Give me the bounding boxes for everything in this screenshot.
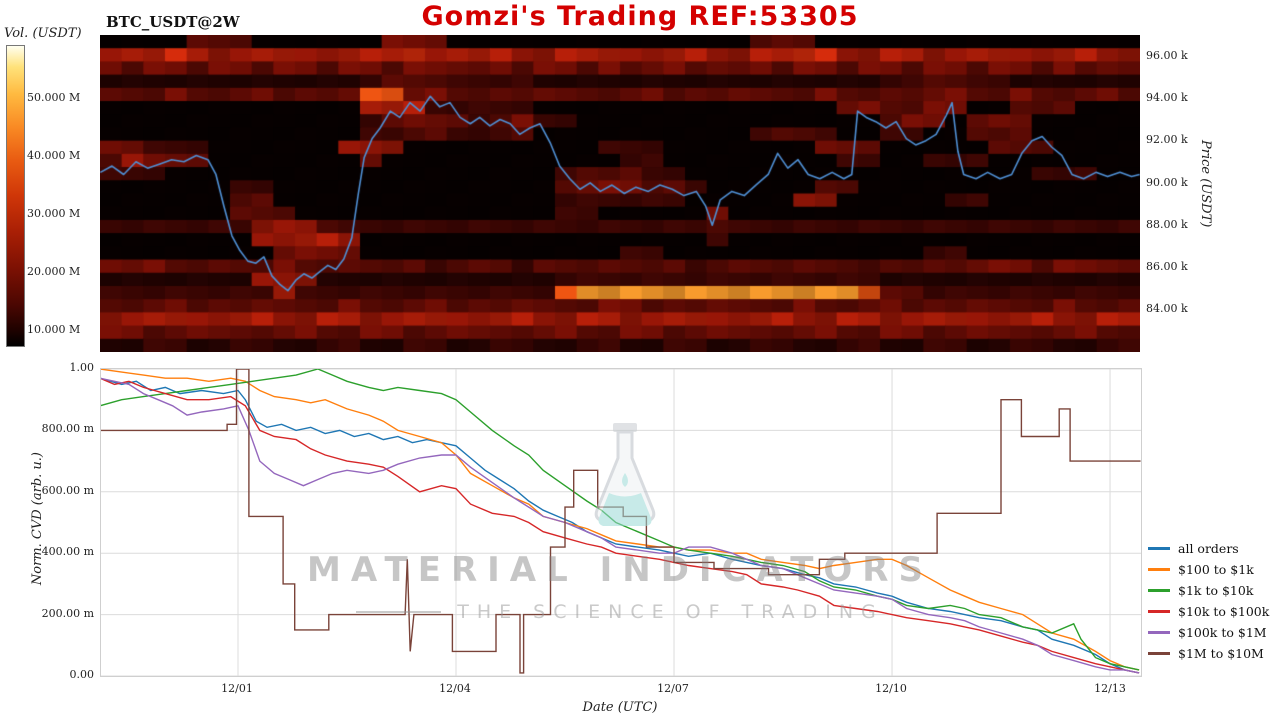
legend-label: $100k to $1M bbox=[1178, 625, 1267, 640]
watermark-dash bbox=[356, 611, 442, 613]
page-title: Gomzi's Trading REF:53305 bbox=[421, 1, 859, 32]
legend-label: $100 to $1k bbox=[1178, 562, 1254, 577]
cvd-y-axis-title: Norm. CVD (arb. u.) bbox=[30, 452, 45, 586]
volume-colorbar bbox=[6, 45, 25, 347]
price-tick: 84.00 k bbox=[1146, 302, 1188, 315]
price-axis-title: Price (USDT) bbox=[1198, 140, 1213, 228]
cvd-y-tick: 0.00 bbox=[69, 668, 95, 681]
cvd-series-line bbox=[101, 369, 1140, 671]
legend-label: $1k to $10k bbox=[1178, 583, 1254, 598]
cvd-y-tick: 1.00 bbox=[69, 361, 95, 374]
cvd-series-line bbox=[101, 377, 1140, 674]
price-tick: 96.00 k bbox=[1146, 49, 1188, 62]
price-tick: 92.00 k bbox=[1146, 133, 1188, 146]
legend-line-swatch bbox=[1148, 610, 1170, 613]
cvd-x-axis-title: Date (UTC) bbox=[582, 700, 658, 715]
cvd-x-tick: 12/04 bbox=[439, 682, 471, 695]
legend-item-1M-10M: $1M to $10M bbox=[1148, 643, 1269, 664]
colorbar-tick: 40.000 M bbox=[27, 149, 81, 162]
watermark-tagline: THE SCIENCE OF TRADING bbox=[457, 601, 884, 623]
cvd-x-tick: 12/13 bbox=[1094, 682, 1126, 695]
colorbar-tick: 30.000 M bbox=[27, 207, 81, 220]
cvd-x-tick: 12/01 bbox=[221, 682, 253, 695]
volume-heatmap-canvas bbox=[100, 35, 1140, 352]
cvd-y-tick: 600.00 m bbox=[41, 484, 94, 497]
price-tick: 86.00 k bbox=[1146, 260, 1188, 273]
legend-label: $1M to $10M bbox=[1178, 646, 1264, 661]
legend-line-swatch bbox=[1148, 568, 1170, 571]
legend-line-swatch bbox=[1148, 547, 1170, 550]
cvd-y-tick: 800.00 m bbox=[41, 422, 94, 435]
cvd-series-line bbox=[101, 369, 1141, 674]
cvd-series-line bbox=[101, 369, 1140, 671]
price-tick: 94.00 k bbox=[1146, 91, 1188, 104]
legend-line-swatch bbox=[1148, 652, 1170, 655]
legend-item-100-1k: $100 to $1k bbox=[1148, 559, 1269, 580]
legend-label: all orders bbox=[1178, 541, 1239, 556]
legend: all orders $100 to $1k $1k to $10k $10k … bbox=[1148, 538, 1269, 664]
symbol-label: BTC_USDT@2W bbox=[106, 13, 240, 31]
legend-item-1k-10k: $1k to $10k bbox=[1148, 580, 1269, 601]
watermark-tagline-row: THE SCIENCE OF TRADING bbox=[100, 601, 1140, 623]
price-tick: 88.00 k bbox=[1146, 218, 1188, 231]
colorbar-tick: 20.000 M bbox=[27, 265, 81, 278]
legend-line-swatch bbox=[1148, 589, 1170, 592]
legend-item-all-orders: all orders bbox=[1148, 538, 1269, 559]
watermark-text: MATERIAL INDICATORS bbox=[307, 550, 933, 590]
legend-item-100k-1M: $100k to $1M bbox=[1148, 622, 1269, 643]
flask-icon bbox=[594, 423, 656, 526]
legend-item-10k-100k: $10k to $100k bbox=[1148, 601, 1269, 622]
cvd-y-tick: 400.00 m bbox=[41, 545, 94, 558]
price-tick: 90.00 k bbox=[1146, 176, 1188, 189]
colorbar-tick: 10.000 M bbox=[27, 323, 81, 336]
cvd-x-tick: 12/10 bbox=[875, 682, 907, 695]
colorbar-title: Vol. (USDT) bbox=[4, 26, 82, 41]
cvd-series-line bbox=[101, 377, 1140, 674]
cvd-y-tick: 200.00 m bbox=[41, 607, 94, 620]
cvd-series-line bbox=[101, 377, 1140, 674]
legend-label: $10k to $100k bbox=[1178, 604, 1270, 619]
cvd-x-tick: 12/07 bbox=[657, 682, 689, 695]
legend-line-swatch bbox=[1148, 631, 1170, 634]
colorbar-tick: 50.000 M bbox=[27, 91, 81, 104]
